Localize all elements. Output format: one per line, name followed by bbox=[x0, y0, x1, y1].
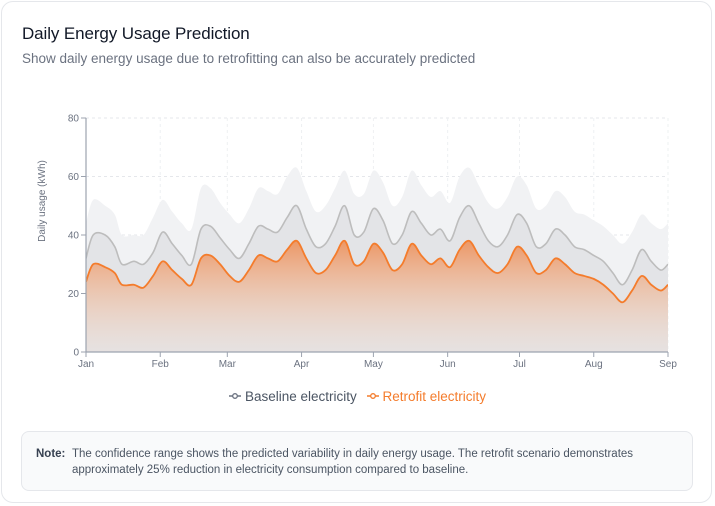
x-tick-label: Jan bbox=[78, 359, 94, 370]
legend-label-baseline: Baseline electricity bbox=[244, 388, 357, 404]
note-box: Note: The confidence range shows the pre… bbox=[21, 431, 693, 491]
x-tick-label: May bbox=[364, 359, 383, 370]
legend-item-baseline[interactable]: Baseline electricity bbox=[228, 388, 357, 404]
legend-label-retrofit: Retrofit electricity bbox=[382, 388, 487, 404]
y-axis-label: Daily usage (kWh) bbox=[37, 160, 48, 242]
x-tick-label: Jul bbox=[513, 359, 526, 370]
axes: 0 20 40 60 80 Jan Feb Mar Apr May Jun Jul Aug Sep bbox=[68, 114, 677, 371]
energy-chart: 0 20 40 60 80 Jan Feb Mar Apr May Jun Jul Aug Sep Dai… bbox=[37, 114, 677, 371]
x-tick-label: Aug bbox=[585, 359, 603, 370]
baseline-legend-icon bbox=[228, 393, 241, 399]
page-subtitle: Show daily energy usage due to retrofitt… bbox=[22, 51, 476, 66]
chart-legend: Baseline electricity Retrofit electricit… bbox=[0, 388, 715, 404]
y-tick-label: 40 bbox=[68, 231, 80, 242]
note-text: The confidence range shows the predicted… bbox=[72, 448, 634, 476]
x-tick-label: Apr bbox=[294, 359, 310, 370]
y-tick-label: 0 bbox=[73, 348, 79, 359]
note-label: Note: bbox=[36, 448, 66, 460]
x-tick-label: Mar bbox=[219, 359, 237, 370]
retrofit-line bbox=[86, 239, 668, 304]
retrofit-legend-icon bbox=[366, 393, 379, 399]
y-tick-label: 20 bbox=[68, 289, 80, 300]
x-tick-label: Jun bbox=[440, 359, 456, 370]
legend-item-retrofit[interactable]: Retrofit electricity bbox=[366, 388, 487, 404]
x-tick-label: Sep bbox=[659, 359, 677, 370]
y-tick-label: 60 bbox=[68, 172, 80, 183]
y-tick-label: 80 bbox=[68, 114, 80, 125]
x-tick-label: Feb bbox=[152, 359, 170, 370]
retrofit-area bbox=[86, 240, 668, 352]
baseline-line bbox=[86, 204, 668, 286]
page-title: Daily Energy Usage Prediction bbox=[22, 24, 250, 43]
